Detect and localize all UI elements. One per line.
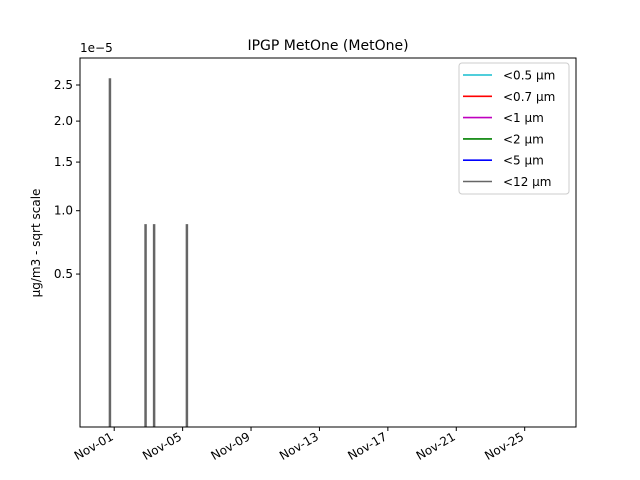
y-axis-label: µg/m3 - sqrt scale [29, 189, 43, 298]
x-tick-label: Nov-13 [277, 429, 321, 462]
plot-area: 0.5 1.0 1.5 2.0 2.5 Nov-01 Nov-05 Nov-09 Nov-13 N… [54, 78, 526, 463]
y-tick-label: 1.5 [54, 155, 73, 169]
x-tick-label: Nov-09 [209, 429, 253, 462]
x-tick-label: Nov-05 [140, 429, 184, 462]
x-tick-label: Nov-17 [345, 429, 389, 462]
x-tick-label: Nov-25 [482, 429, 526, 462]
y-tick-label: 2.5 [54, 78, 73, 92]
plot-frame [79, 57, 577, 428]
y-tick-label: 0.5 [54, 267, 73, 281]
legend-label: <12 µm [503, 175, 551, 189]
legend-label: <1 µm [503, 111, 544, 125]
legend-label: <0.5 µm [503, 69, 555, 83]
y-axis-multiplier: 1e−5 [80, 41, 113, 55]
legend-label: <0.7 µm [503, 90, 555, 104]
legend-label: <5 µm [503, 154, 544, 168]
y-tick-label: 1.0 [54, 204, 73, 218]
x-tick-label: Nov-01 [72, 429, 116, 462]
chart-title: IPGP MetOne (MetOne) [247, 38, 408, 54]
legend: <0.5 µm <0.7 µm <1 µm <2 µm <5 µm <12 µm [458, 62, 570, 195]
legend-label: <2 µm [503, 132, 544, 146]
x-tick-label: Nov-21 [414, 429, 458, 462]
y-tick-label: 2.0 [54, 114, 73, 128]
